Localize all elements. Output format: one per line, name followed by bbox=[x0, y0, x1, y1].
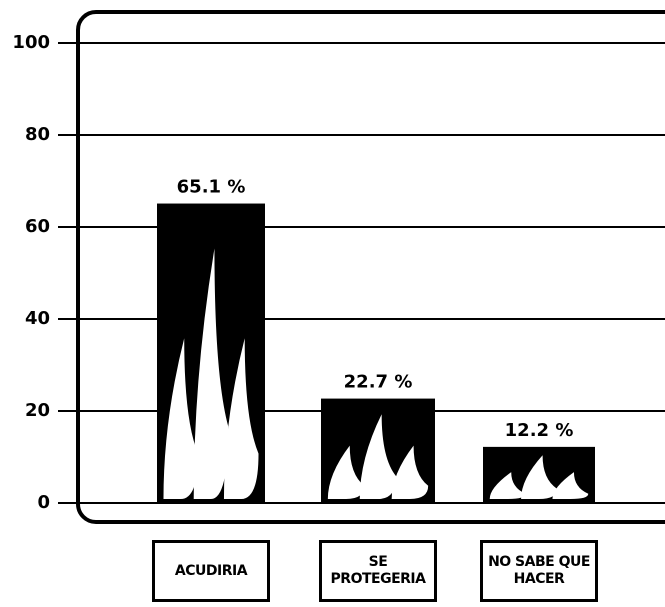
flame-decoration bbox=[521, 455, 557, 499]
flame-decoration bbox=[552, 472, 589, 499]
x-category-label: ACUDIRIA bbox=[152, 540, 270, 602]
flame-decoration bbox=[489, 472, 526, 499]
x-category-label: NO SABE QUE HACER bbox=[480, 540, 598, 602]
y-tick-label: 80 bbox=[25, 124, 50, 145]
x-category-label: SE PROTEGERIA bbox=[319, 540, 437, 602]
flame-group bbox=[327, 414, 429, 499]
y-tick-label: 0 bbox=[37, 492, 50, 513]
flame-decoration bbox=[327, 445, 365, 499]
flame-group bbox=[489, 455, 589, 499]
flame-decoration bbox=[359, 414, 397, 499]
flame-decoration bbox=[193, 248, 229, 499]
flame-decoration bbox=[163, 338, 199, 499]
y-tick-label: 20 bbox=[25, 400, 50, 421]
y-tick-label: 60 bbox=[25, 216, 50, 237]
y-tick-label: 40 bbox=[25, 308, 50, 329]
value-label: 65.1 % bbox=[177, 177, 246, 198]
value-label: 22.7 % bbox=[344, 372, 413, 393]
y-tick-label: 100 bbox=[12, 32, 50, 53]
plot-frame bbox=[76, 10, 665, 524]
value-label: 12.2 % bbox=[505, 420, 574, 441]
flame-decoration bbox=[223, 338, 259, 499]
flame-group bbox=[163, 248, 259, 499]
flame-decoration bbox=[391, 445, 429, 499]
